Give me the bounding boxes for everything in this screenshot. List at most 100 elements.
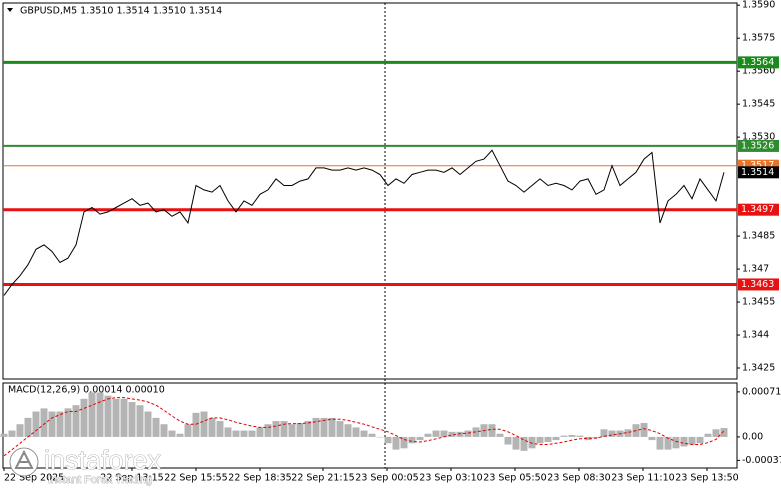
macd-bar (32, 411, 40, 437)
macd-bar (304, 421, 312, 437)
macd-bar (64, 408, 72, 437)
y-tick-label: 1.3455 (742, 297, 775, 308)
macd-bar (424, 433, 432, 437)
signal-line (3, 397, 725, 457)
macd-bar (184, 424, 192, 437)
macd-bar (344, 424, 352, 437)
macd-bar (232, 430, 240, 437)
macd-bar (336, 421, 344, 437)
macd-bar (688, 436, 696, 445)
symbol-arrow (7, 8, 13, 12)
level-label: 1.3564 (741, 57, 774, 68)
macd-bar (376, 436, 384, 438)
macd-bar (528, 436, 536, 449)
macd-bar (208, 417, 216, 437)
macd-bar (416, 436, 424, 441)
macd-bar (24, 417, 32, 437)
macd-bar (432, 430, 440, 437)
macd-bar (648, 436, 656, 441)
macd-bar (680, 436, 688, 447)
macd-bar (128, 402, 136, 437)
macd-bar (224, 427, 232, 437)
y-tick-label: 1.3545 (742, 99, 775, 110)
macd-bar (256, 427, 264, 437)
x-tick-label: 23 Sep 03:10 (419, 473, 482, 484)
level-label-box (738, 278, 779, 291)
y-tick-label: 1.3485 (742, 231, 775, 242)
macd-bar (512, 436, 520, 450)
macd-bar (168, 430, 176, 437)
macd-bar (216, 421, 224, 437)
macd-bar (192, 412, 200, 437)
x-tick-label: 22 Sep 21:15 (291, 473, 354, 484)
macd-title: MACD(12,26,9) 0.00014 0.00010 (8, 385, 165, 396)
macd-bar (240, 430, 248, 437)
macd-bar (640, 422, 648, 437)
macd-bar (16, 424, 24, 437)
macd-bar (656, 436, 664, 450)
macd-bar (384, 436, 392, 444)
macd-bar (328, 417, 336, 437)
macd-bar (272, 421, 280, 437)
price-panel (2, 2, 738, 380)
x-tick-label: 22 Sep 2025 (4, 473, 64, 484)
macd-bar (464, 430, 472, 437)
macd-bar (552, 436, 560, 441)
x-tick-label: 23 Sep 08:30 (547, 473, 610, 484)
watermark-brand: instaforex (44, 445, 162, 475)
x-tick-label: 23 Sep 00:05 (355, 473, 418, 484)
level-label-box (738, 166, 779, 179)
macd-bar (488, 424, 496, 437)
macd-bar (400, 436, 408, 449)
level-label-box (738, 203, 779, 216)
macd-bar (56, 411, 64, 437)
y-tick-label: 1.3590 (742, 0, 775, 11)
y-tick-label: 1.347 (742, 264, 769, 275)
macd-bar (312, 417, 320, 437)
macd-bar (624, 429, 632, 437)
macd-bar (568, 435, 576, 437)
macd-bar (280, 421, 288, 437)
macd-bar (296, 422, 304, 437)
x-tick-label: 22 Sep 13:15 (100, 473, 163, 484)
macd-bar (248, 430, 256, 437)
level-label: 1.3526 (741, 140, 774, 151)
x-tick-label: 22 Sep 15:55 (164, 473, 227, 484)
macd-bar (352, 427, 360, 437)
macd-bar (320, 417, 328, 437)
level-label-box (738, 139, 779, 152)
macd-bar (152, 417, 160, 437)
y-tick-label: 1.344 (742, 330, 769, 341)
macd-bar (520, 436, 528, 451)
macd-bar (200, 411, 208, 437)
watermark: instaforex Instant Forex Trading (9, 445, 162, 486)
x-tick-label: 23 Sep 05:50 (483, 473, 546, 484)
macd-bar (368, 433, 376, 437)
y-tick-label: 1.3425 (742, 363, 775, 374)
level-label: 1.3463 (741, 279, 774, 290)
level-label: 1.3497 (741, 204, 774, 215)
macd-bar (448, 431, 456, 437)
y-tick-label: 1.3530 (742, 132, 775, 143)
level-label-box (738, 56, 779, 69)
macd-bar (72, 405, 80, 437)
macd-bar (576, 435, 584, 437)
y-tick-label: 0.00 (742, 431, 763, 442)
watermark-tagline: Instant Forex Trading (48, 474, 152, 486)
macd-bar (544, 436, 552, 442)
macd-bar (712, 429, 720, 437)
x-tick-label: 23 Sep 13:50 (675, 473, 738, 484)
macd-bar (720, 428, 728, 437)
macd-bar (0, 433, 8, 437)
macd-bar (112, 398, 120, 437)
macd-bar (704, 433, 712, 437)
macd-bar (80, 398, 88, 437)
macd-bar (48, 411, 56, 437)
macd-bar (288, 424, 296, 437)
level-label: 1.3514 (741, 167, 774, 178)
macd-bar (496, 433, 504, 437)
logo-mark (14, 449, 34, 469)
macd-bar (264, 424, 272, 437)
